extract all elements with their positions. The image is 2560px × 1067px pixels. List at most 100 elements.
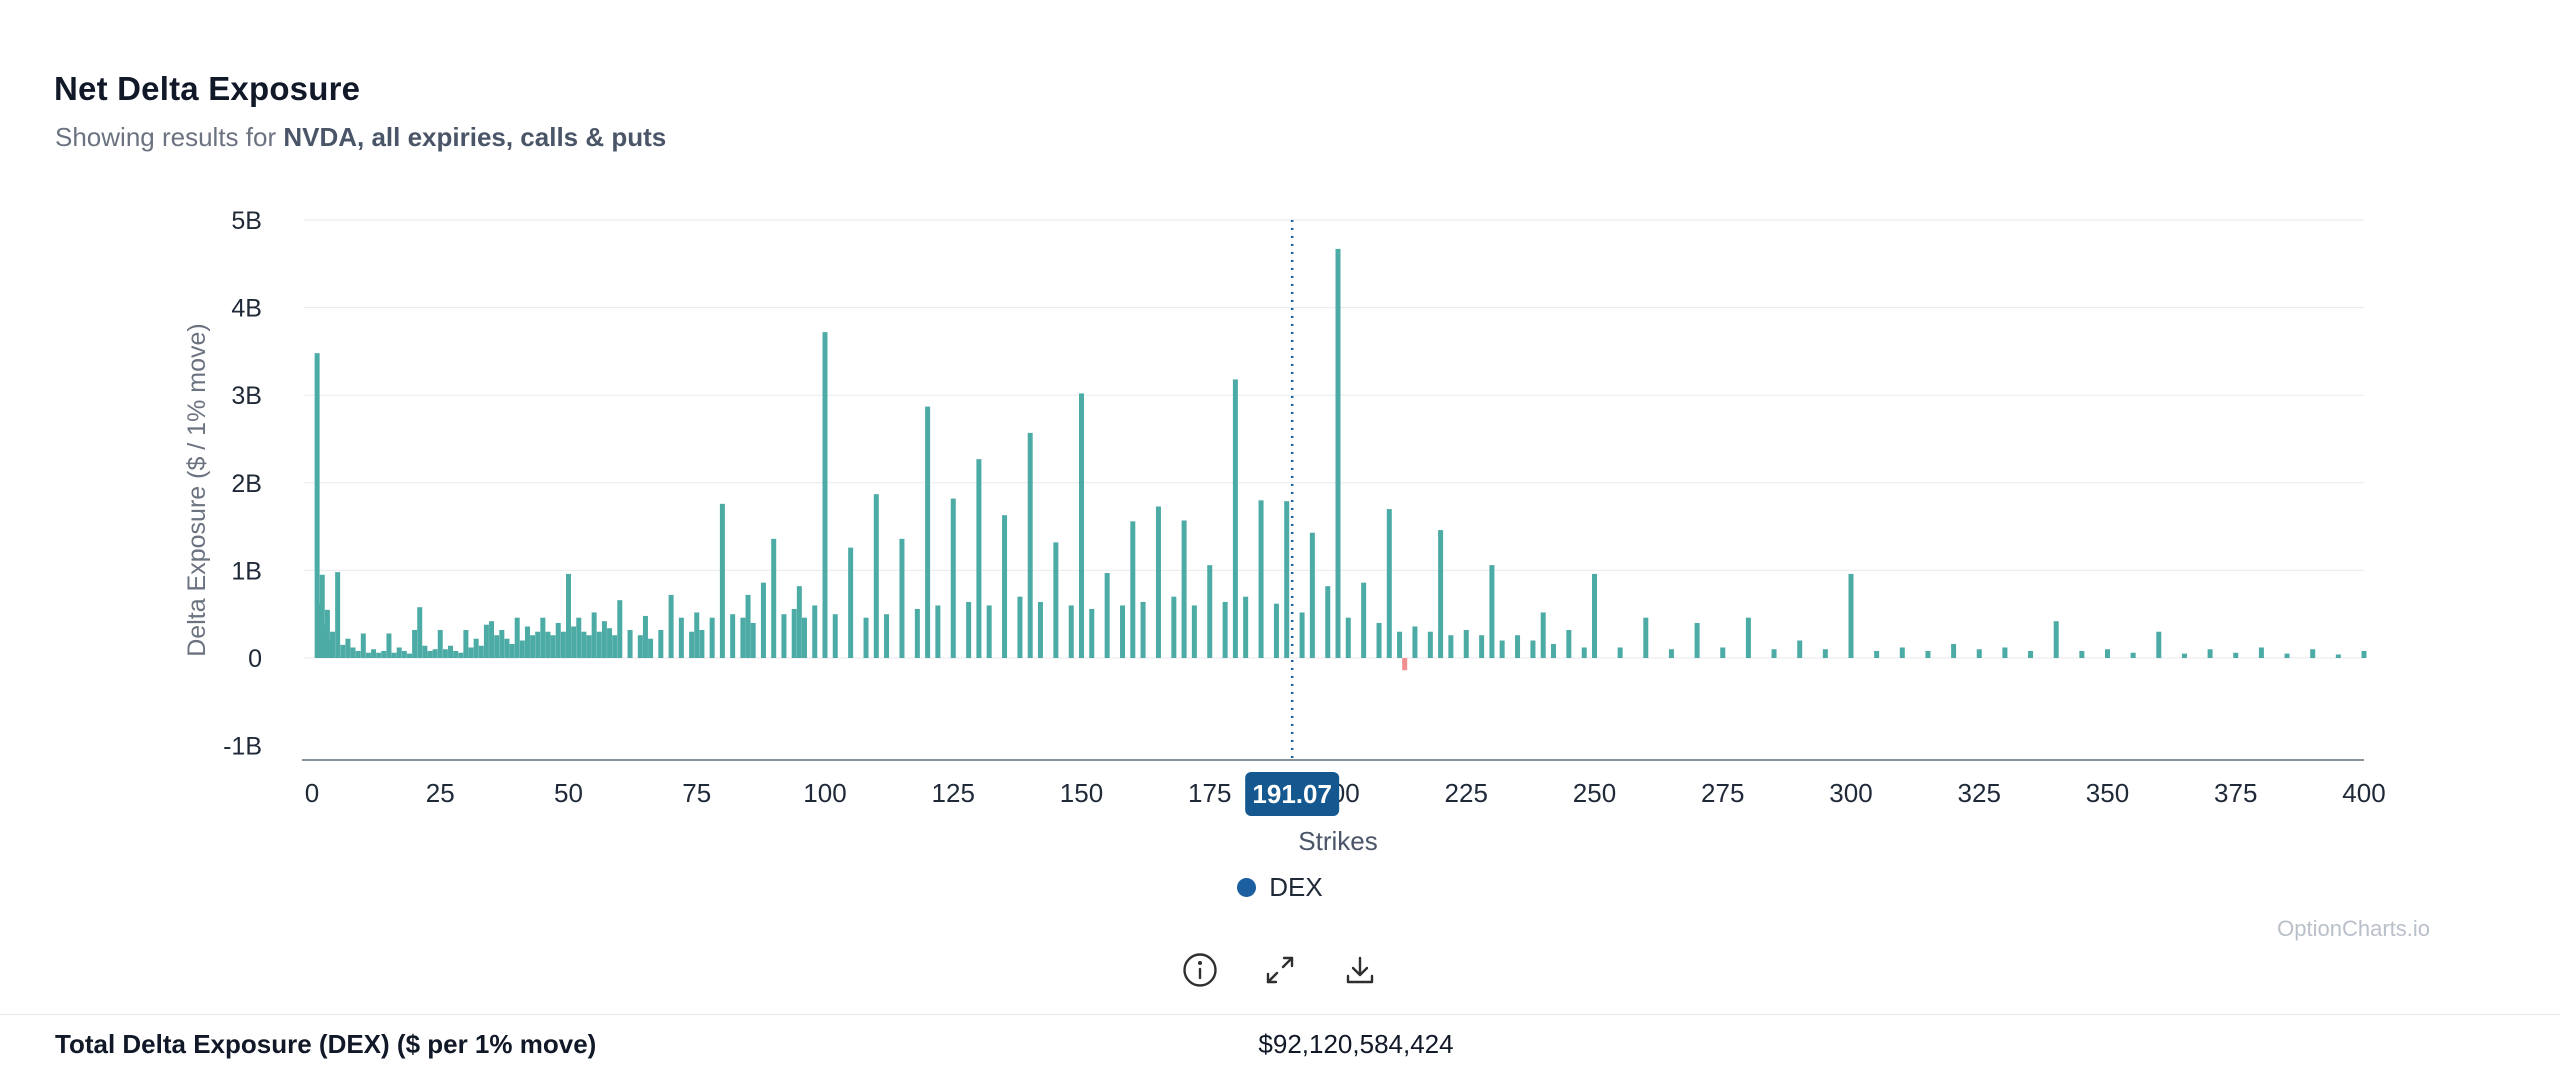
dex-bar[interactable] bbox=[848, 547, 854, 658]
dex-bar[interactable] bbox=[1335, 248, 1341, 658]
dex-bar[interactable] bbox=[750, 622, 756, 658]
dex-bar[interactable] bbox=[689, 631, 695, 658]
dex-bar[interactable] bbox=[1361, 582, 1367, 658]
dex-bar[interactable] bbox=[576, 617, 582, 658]
dex-bar[interactable] bbox=[1120, 605, 1126, 658]
dex-bar[interactable] bbox=[812, 605, 818, 658]
dex-bar[interactable] bbox=[1017, 596, 1023, 658]
dex-bar[interactable] bbox=[391, 652, 397, 658]
dex-bar[interactable] bbox=[612, 635, 618, 658]
dex-bar[interactable] bbox=[427, 650, 433, 658]
dex-bar[interactable] bbox=[1299, 612, 1305, 658]
dex-bar[interactable] bbox=[530, 635, 536, 658]
dex-bar[interactable] bbox=[489, 621, 495, 658]
dex-bar[interactable] bbox=[381, 650, 387, 658]
dex-bar[interactable] bbox=[463, 629, 469, 658]
dex-bar[interactable] bbox=[1155, 506, 1161, 658]
dex-bar[interactable] bbox=[668, 594, 674, 658]
dex-bar[interactable] bbox=[317, 603, 323, 658]
dex-bar[interactable] bbox=[1976, 649, 1982, 658]
dex-bar[interactable] bbox=[1027, 432, 1033, 658]
dex-bar[interactable] bbox=[1222, 601, 1228, 658]
dex-bar[interactable] bbox=[1771, 649, 1777, 658]
dex-bar[interactable] bbox=[540, 617, 546, 658]
dex-bar[interactable] bbox=[1427, 631, 1433, 658]
dex-bar[interactable] bbox=[1273, 603, 1279, 658]
dex-bar[interactable] bbox=[1397, 631, 1403, 658]
dex-bar[interactable] bbox=[448, 645, 454, 658]
dex-bar[interactable] bbox=[873, 494, 879, 658]
dex-bar[interactable] bbox=[324, 609, 330, 658]
dex-bar[interactable] bbox=[1925, 650, 1931, 658]
dex-bar[interactable] bbox=[699, 629, 705, 658]
dex-bar[interactable] bbox=[330, 631, 336, 658]
dex-bar[interactable] bbox=[832, 614, 838, 658]
dex-bar[interactable] bbox=[571, 626, 577, 658]
dex-bar[interactable] bbox=[314, 353, 320, 658]
dex-bar[interactable] bbox=[914, 608, 920, 658]
dex-bar[interactable] bbox=[796, 586, 802, 658]
dex-bar[interactable] bbox=[1899, 647, 1905, 658]
dex-bar[interactable] bbox=[1412, 626, 1418, 658]
dex-bar[interactable] bbox=[966, 601, 972, 658]
dex-bar[interactable] bbox=[1530, 640, 1536, 658]
dex-bar[interactable] bbox=[406, 653, 412, 658]
dex-bar[interactable] bbox=[740, 617, 746, 658]
dex-bar[interactable] bbox=[499, 629, 505, 658]
dex-bar[interactable] bbox=[1171, 596, 1177, 658]
dex-bar[interactable] bbox=[1068, 605, 1074, 658]
dex-bar[interactable] bbox=[863, 617, 869, 658]
dex-bar[interactable] bbox=[2053, 621, 2059, 658]
dex-bar[interactable] bbox=[509, 643, 515, 658]
dex-bar[interactable] bbox=[360, 633, 366, 658]
dex-bar[interactable] bbox=[586, 635, 592, 658]
dex-bar[interactable] bbox=[519, 640, 525, 658]
dex-bar[interactable] bbox=[355, 650, 361, 658]
dex-bar[interactable] bbox=[884, 614, 890, 658]
dex-bar[interactable] bbox=[2207, 649, 2213, 658]
dex-bar[interactable] bbox=[1479, 635, 1485, 658]
dex-bar[interactable] bbox=[1581, 647, 1587, 658]
dex-bar[interactable] bbox=[1002, 515, 1008, 658]
dex-bar[interactable] bbox=[1104, 573, 1110, 658]
dex-bar[interactable] bbox=[386, 633, 392, 658]
dex-bar[interactable] bbox=[432, 649, 438, 658]
dex-bar[interactable] bbox=[822, 332, 828, 658]
dex-bar[interactable] bbox=[566, 573, 571, 658]
dex-bar[interactable] bbox=[376, 652, 382, 658]
dex-bar[interactable] bbox=[2181, 653, 2187, 658]
dex-bar[interactable] bbox=[478, 645, 484, 658]
dex-bar[interactable] bbox=[986, 605, 992, 658]
dex-bar[interactable] bbox=[1694, 622, 1700, 658]
dex-bar[interactable] bbox=[2156, 631, 2162, 658]
dex-bar[interactable] bbox=[607, 628, 613, 658]
dex-bar[interactable] bbox=[771, 538, 777, 658]
dex-bar[interactable] bbox=[950, 498, 956, 658]
dex-bar[interactable] bbox=[340, 644, 346, 658]
dex-bar[interactable] bbox=[591, 612, 597, 658]
dex-bar[interactable] bbox=[422, 645, 428, 658]
dex-bar[interactable] bbox=[694, 612, 700, 658]
dex-bar[interactable] bbox=[327, 640, 333, 658]
dex-bar[interactable] bbox=[791, 608, 797, 658]
dex-bar[interactable] bbox=[401, 650, 407, 658]
dex-bar[interactable] bbox=[319, 574, 325, 658]
dex-bar[interactable] bbox=[1243, 596, 1249, 658]
dex-bar[interactable] bbox=[2284, 653, 2290, 658]
expand-button[interactable] bbox=[1258, 948, 1302, 992]
dex-bar[interactable] bbox=[2233, 652, 2239, 658]
dex-bar[interactable] bbox=[2130, 652, 2136, 658]
dex-bar[interactable] bbox=[2335, 654, 2341, 658]
dex-bar[interactable] bbox=[345, 638, 351, 658]
dex-bar[interactable] bbox=[2079, 650, 2085, 658]
dex-bar[interactable] bbox=[1822, 649, 1828, 658]
dex-bar[interactable] bbox=[483, 624, 489, 658]
dex-bar[interactable] bbox=[1720, 647, 1726, 658]
dex-bar[interactable] bbox=[1499, 640, 1505, 658]
dex-bar[interactable] bbox=[1181, 520, 1187, 658]
dex-bar[interactable] bbox=[1592, 573, 1597, 658]
dex-bar[interactable] bbox=[2361, 650, 2367, 658]
dex-bar[interactable] bbox=[514, 617, 520, 658]
dex-bar[interactable] bbox=[1874, 650, 1880, 658]
dex-bar[interactable] bbox=[468, 647, 474, 658]
